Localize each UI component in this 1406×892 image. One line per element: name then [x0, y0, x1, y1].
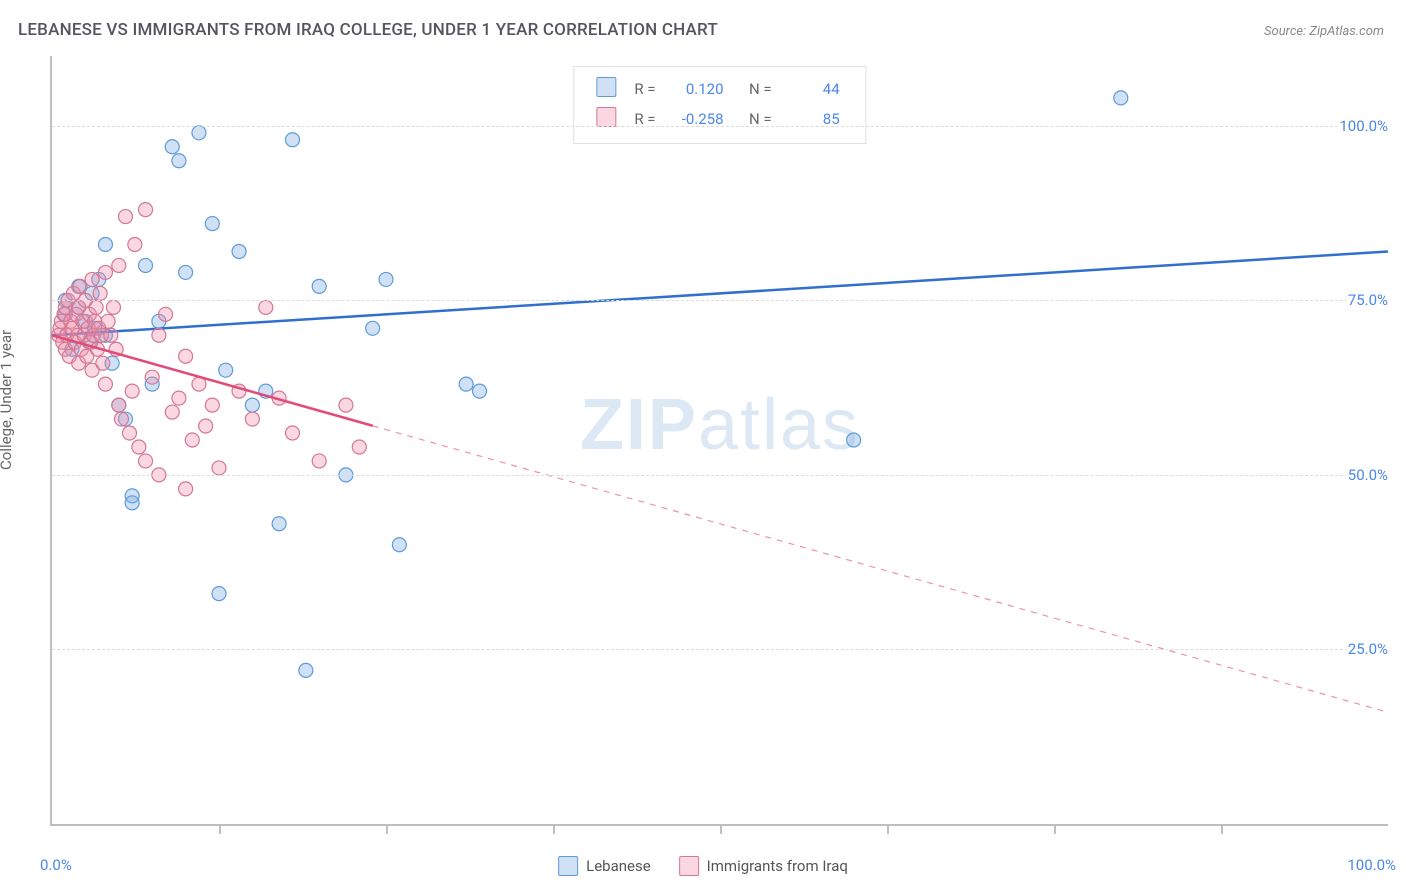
gridline [52, 649, 1388, 650]
gridline [52, 300, 1388, 301]
series-legend: Lebanese Immigrants from Iraq [558, 856, 848, 876]
y-tick-label: 100.0% [1337, 117, 1390, 135]
legend-row-lebanese: R = 0.120 N = 44 [588, 75, 847, 103]
legend-swatch-lebanese [558, 856, 578, 876]
correlation-legend-box: R = 0.120 N = 44 R = -0.258 N = 85 [573, 66, 866, 144]
x-axis-min-label: 0.0% [40, 856, 72, 874]
x-tick [219, 824, 221, 834]
gridline [52, 475, 1388, 476]
swatch-iraq [596, 107, 616, 127]
x-tick [1054, 824, 1056, 834]
x-tick [720, 824, 722, 834]
x-tick [553, 824, 555, 834]
source-credit: Source: ZipAtlas.com [1264, 24, 1384, 39]
y-tick-label: 75.0% [1346, 291, 1390, 309]
swatch-lebanese [596, 77, 616, 97]
legend-label-lebanese: Lebanese [586, 857, 651, 875]
legend-row-iraq: R = -0.258 N = 85 [588, 105, 847, 133]
x-tick [386, 824, 388, 834]
y-tick-label: 25.0% [1346, 640, 1390, 658]
x-tick [1221, 824, 1223, 834]
legend-item-iraq: Immigrants from Iraq [679, 856, 848, 876]
legend-label-iraq: Immigrants from Iraq [707, 857, 848, 875]
x-axis-max-label: 100.0% [1347, 856, 1396, 874]
legend-item-lebanese: Lebanese [558, 856, 651, 876]
scatter-plot: ZIPatlas R = 0.120 N = 44 R = -0.258 [50, 56, 1388, 826]
x-tick [887, 824, 889, 834]
y-axis-label: College, Under 1 year [0, 330, 15, 470]
y-tick-label: 50.0% [1346, 466, 1390, 484]
chart-title: LEBANESE VS IMMIGRANTS FROM IRAQ COLLEGE… [18, 20, 718, 40]
gridline [52, 126, 1388, 127]
legend-swatch-iraq [679, 856, 699, 876]
